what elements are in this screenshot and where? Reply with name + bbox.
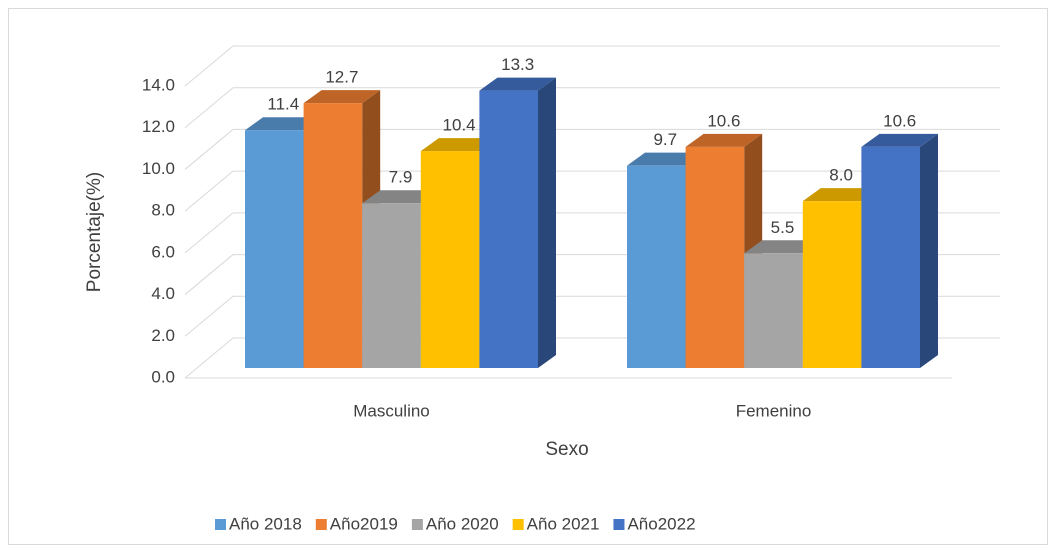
bar-top	[245, 117, 322, 131]
grid-line	[184, 337, 234, 379]
bar-top	[627, 152, 704, 166]
value-label: 11.4	[267, 95, 299, 114]
y-tick-label: 8.0	[151, 201, 175, 220]
y-tick-label: 4.0	[151, 284, 175, 303]
value-label: 5.5	[771, 218, 795, 237]
y-axis-title: Porcentaje(%)	[84, 172, 105, 292]
bar-side	[920, 133, 938, 368]
bar-top	[362, 190, 439, 204]
bar-top	[479, 77, 556, 91]
bar-top	[802, 188, 880, 202]
bar	[802, 201, 862, 368]
grid-line	[184, 129, 234, 170]
value-label: 10.6	[883, 111, 916, 130]
value-label: 8.0	[829, 166, 853, 185]
value-label: 9.7	[653, 130, 677, 149]
value-label: 10.4	[443, 116, 476, 135]
legend-label: Año 2021	[527, 514, 600, 533]
bar	[744, 253, 803, 368]
bar	[627, 165, 686, 368]
bar	[362, 203, 421, 368]
legend-swatch	[315, 519, 327, 530]
grid-line	[184, 254, 234, 295]
y-tick-label: 12.0	[142, 117, 175, 136]
bar	[303, 103, 363, 368]
y-tick-label: 14.0	[142, 75, 175, 94]
x-axis-title: Sexo	[545, 439, 588, 460]
grid-line	[184, 87, 234, 129]
bar-top	[744, 240, 821, 254]
grid-line	[184, 170, 234, 212]
legend-label: Año 2020	[426, 514, 499, 533]
grid-line	[184, 45, 234, 87]
bar-top	[303, 90, 381, 104]
legend-label: Año2022	[627, 514, 695, 533]
grid-line	[184, 295, 234, 337]
y-tick-label: 10.0	[142, 159, 175, 178]
bar	[479, 90, 538, 368]
x-tick-label: Masculino	[353, 401, 430, 420]
legend-swatch	[411, 519, 423, 530]
legend-swatch	[613, 519, 625, 530]
bar-top	[420, 138, 498, 152]
legend-label: Año 2018	[229, 514, 302, 533]
y-tick-label: 2.0	[151, 326, 175, 345]
bar	[420, 151, 480, 368]
value-label: 10.6	[707, 111, 740, 130]
bar-top	[685, 133, 763, 147]
grid-line	[184, 212, 234, 254]
value-label: 12.7	[325, 68, 358, 87]
legend-swatch	[512, 519, 524, 530]
legend-label: Año2019	[330, 514, 398, 533]
y-tick-label: 6.0	[151, 242, 175, 261]
legend-swatch	[215, 519, 226, 530]
value-label: 13.3	[501, 55, 534, 74]
bar	[245, 130, 304, 368]
x-tick-label: Femenino	[736, 401, 812, 420]
y-tick-label: 0.0	[151, 367, 175, 386]
bar-side	[538, 77, 556, 368]
bar	[861, 146, 920, 368]
value-label: 7.9	[389, 168, 413, 187]
bar	[685, 146, 745, 368]
bar-top	[861, 133, 938, 147]
